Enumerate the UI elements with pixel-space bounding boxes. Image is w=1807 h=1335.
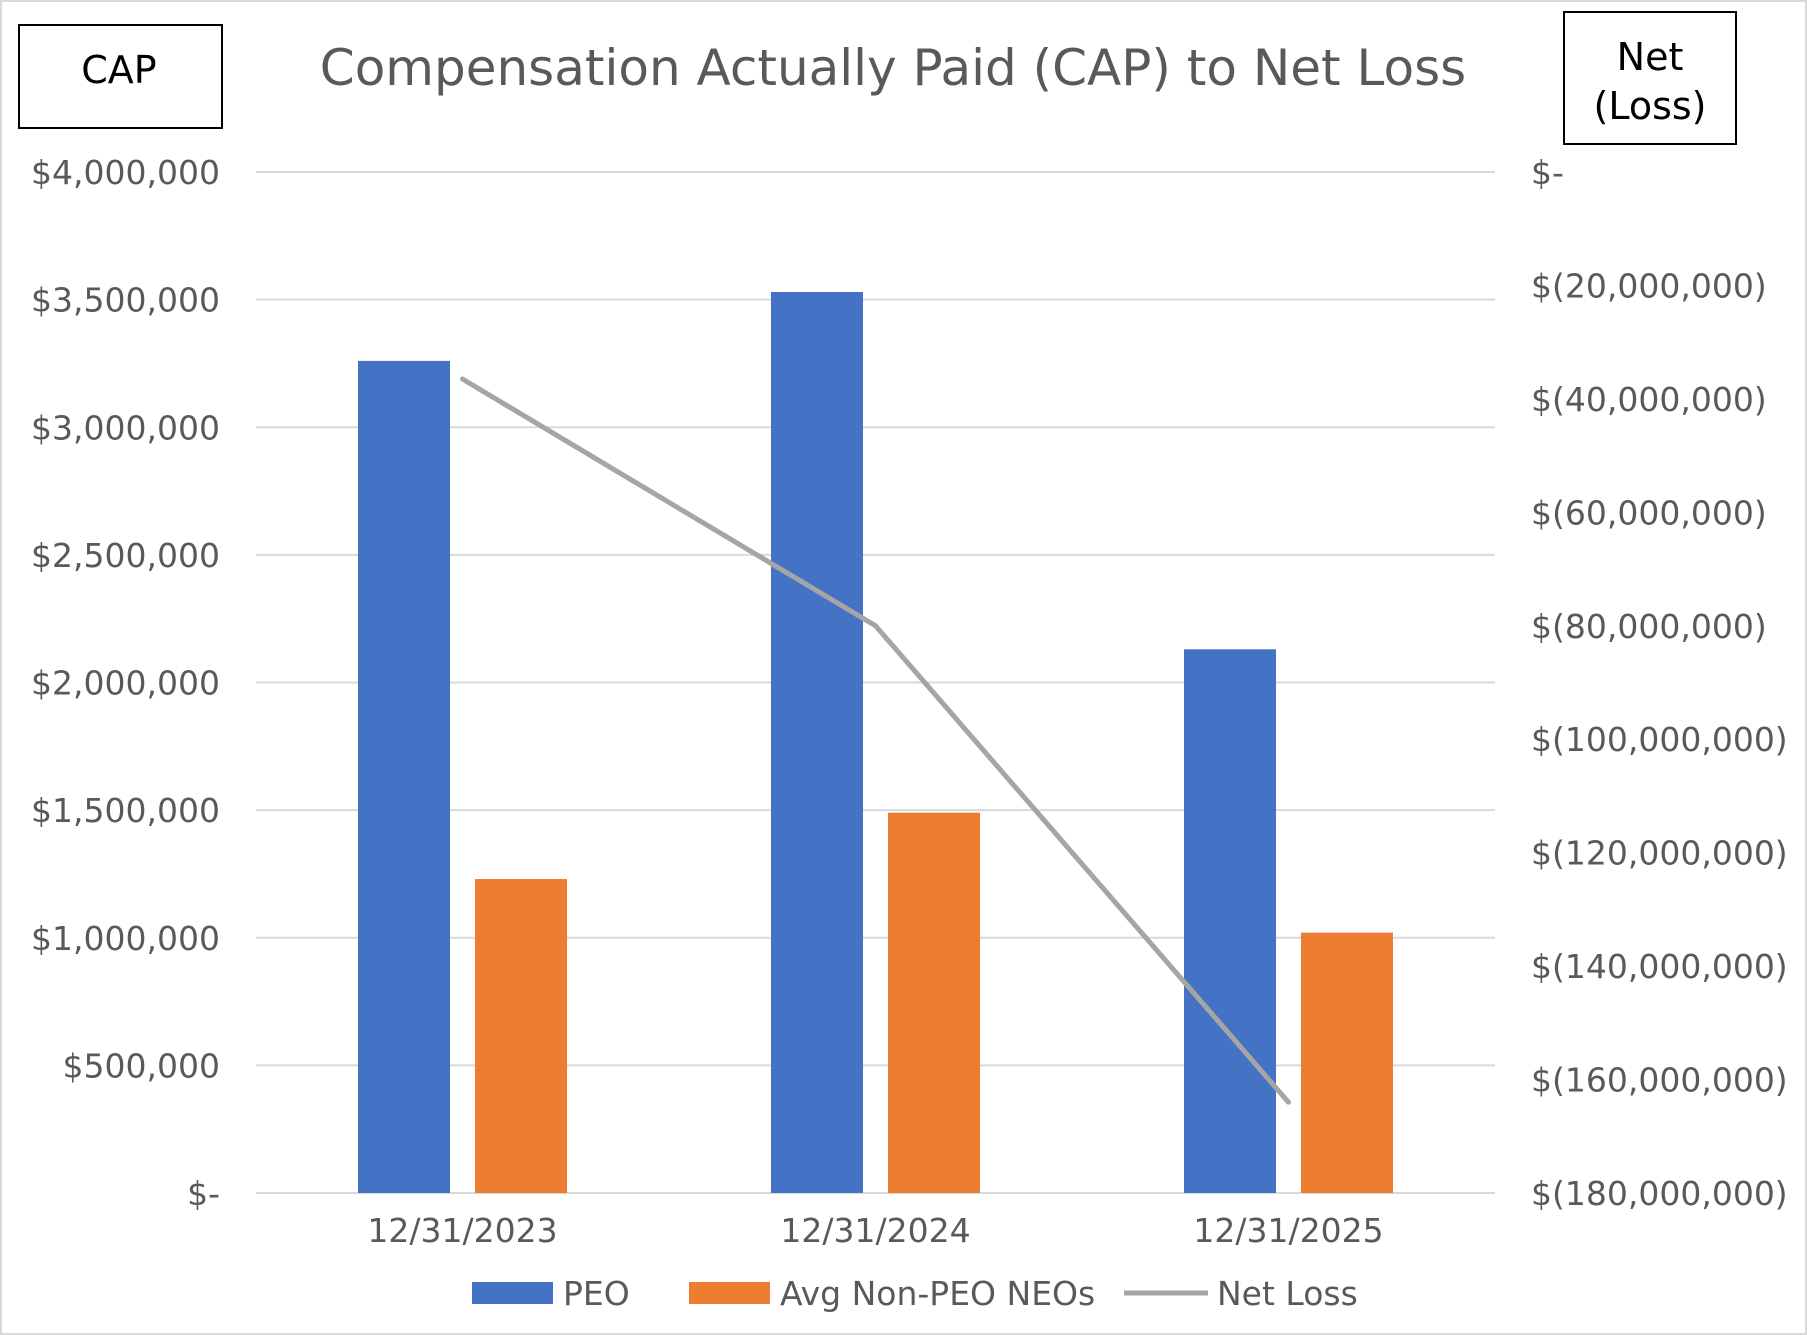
left-axis-ticks: $- $500,000 $1,000,000 $1,500,000 $2,000,000… — [31, 153, 220, 1213]
category-label: 12/31/2024 — [780, 1211, 970, 1250]
left-axis-title-frame — [18, 24, 223, 129]
left-axis-tick-label: $3,500,000 — [31, 281, 220, 320]
net-loss-line-layer — [460, 376, 1291, 1105]
left-axis-title-box: CAP — [18, 24, 223, 129]
right-axis-title-line-2: (Loss) — [1594, 84, 1707, 128]
right-axis-tick-label: $(60,000,000) — [1531, 493, 1767, 532]
right-axis-tick-label: $(120,000,000) — [1531, 834, 1788, 873]
category-label: 12/31/2025 — [1193, 1211, 1383, 1250]
bar-peo-1 — [771, 291, 863, 1193]
legend: PEO Avg Non-PEO NEOs Net Loss — [472, 1274, 1358, 1313]
net-loss-point — [1286, 1099, 1291, 1105]
left-axis-title: CAP — [81, 48, 156, 92]
bar-avg-non-peo-neos-1 — [888, 812, 980, 1193]
bar-peo-0 — [358, 360, 450, 1193]
left-axis-tick-label: $2,500,000 — [31, 536, 220, 575]
right-axis-title-frame — [1563, 11, 1737, 145]
bar-avg-non-peo-neos-2 — [1301, 932, 1393, 1193]
right-axis-ticks: $- $(20,000,000) $(40,000,000) $(60,000,000… — [1531, 153, 1788, 1213]
legend-swatch — [689, 1282, 770, 1304]
right-axis-tick-label: $(40,000,000) — [1531, 380, 1767, 419]
left-axis-tick-label: $2,000,000 — [31, 664, 220, 703]
legend-item: Net Loss — [1124, 1274, 1358, 1313]
right-axis-tick-label: $(20,000,000) — [1531, 266, 1767, 305]
right-axis-tick-label: $(80,000,000) — [1531, 607, 1767, 646]
net-loss-point — [873, 623, 878, 629]
legend-item: PEO — [472, 1274, 630, 1313]
bar-peo-2 — [1184, 649, 1276, 1193]
right-axis-tick-label: $(180,000,000) — [1531, 1174, 1788, 1213]
category-labels: 12/31/2023 12/31/2024 12/31/2025 — [367, 1211, 1383, 1250]
left-axis-tick-label: $3,000,000 — [31, 408, 220, 447]
chart-title: Compensation Actually Paid (CAP) to Net … — [320, 39, 1466, 97]
legend-label: PEO — [563, 1274, 630, 1313]
legend-label: Avg Non-PEO NEOs — [780, 1274, 1095, 1313]
left-axis-tick-label: $1,500,000 — [31, 791, 220, 830]
net-loss-point — [460, 376, 465, 382]
legend-swatch — [472, 1282, 553, 1304]
left-axis-tick-label: $- — [187, 1174, 220, 1213]
category-label: 12/31/2023 — [367, 1211, 557, 1250]
right-axis-title-line-1: Net — [1617, 35, 1684, 79]
left-axis-tick-label: $4,000,000 — [31, 153, 220, 192]
right-axis-tick-label: $- — [1531, 153, 1564, 192]
bars — [358, 291, 1393, 1193]
legend-label: Net Loss — [1217, 1274, 1358, 1313]
gridlines — [256, 171, 1495, 1194]
bar-avg-non-peo-neos-0 — [475, 879, 567, 1193]
legend-item: Avg Non-PEO NEOs — [689, 1274, 1095, 1313]
right-axis-tick-label: $(160,000,000) — [1531, 1061, 1788, 1100]
right-axis-title-box: Net (Loss) — [1563, 11, 1737, 145]
left-axis-tick-label: $500,000 — [63, 1046, 220, 1085]
left-axis-tick-label: $1,000,000 — [31, 919, 220, 958]
right-axis-tick-label: $(100,000,000) — [1531, 720, 1788, 759]
right-axis-tick-label: $(140,000,000) — [1531, 947, 1788, 986]
